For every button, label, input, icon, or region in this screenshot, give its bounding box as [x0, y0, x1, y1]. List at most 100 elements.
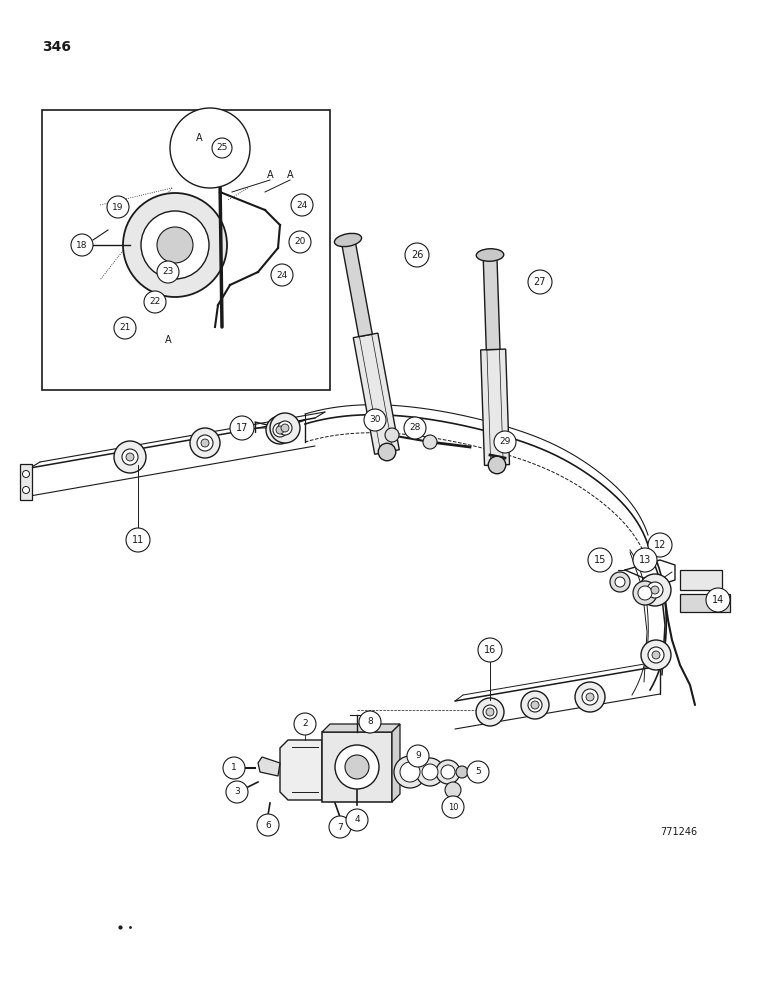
Text: 25: 25: [216, 143, 228, 152]
Polygon shape: [280, 740, 322, 800]
Ellipse shape: [334, 233, 361, 247]
Circle shape: [289, 231, 311, 253]
Text: 26: 26: [411, 250, 423, 260]
Circle shape: [486, 708, 494, 716]
Text: 8: 8: [367, 718, 373, 726]
Text: 17: 17: [235, 423, 248, 433]
Circle shape: [114, 441, 146, 473]
Circle shape: [291, 194, 313, 216]
Circle shape: [385, 428, 399, 442]
Text: 20: 20: [294, 237, 306, 246]
Circle shape: [436, 760, 460, 784]
Text: 23: 23: [162, 267, 174, 276]
Circle shape: [257, 814, 279, 836]
Circle shape: [364, 409, 386, 431]
Circle shape: [638, 586, 652, 600]
Text: A: A: [266, 170, 273, 180]
Text: 19: 19: [112, 202, 124, 212]
Circle shape: [190, 428, 220, 458]
Circle shape: [651, 586, 659, 594]
Circle shape: [270, 413, 300, 443]
Polygon shape: [341, 239, 372, 337]
Circle shape: [633, 581, 657, 605]
Text: 771246: 771246: [660, 827, 697, 837]
Text: 11: 11: [132, 535, 144, 545]
Polygon shape: [392, 724, 400, 802]
Circle shape: [223, 757, 245, 779]
Bar: [680, 570, 722, 590]
Text: 28: 28: [409, 424, 421, 432]
Text: 4: 4: [354, 816, 360, 824]
Circle shape: [528, 270, 552, 294]
Circle shape: [144, 291, 166, 313]
Bar: [42, 110, 330, 390]
Text: 24: 24: [276, 270, 288, 279]
Circle shape: [521, 691, 549, 719]
Circle shape: [706, 588, 730, 612]
Circle shape: [107, 196, 129, 218]
Circle shape: [345, 755, 369, 779]
Circle shape: [405, 243, 429, 267]
Circle shape: [641, 640, 671, 670]
Text: 2: 2: [302, 720, 308, 728]
Circle shape: [170, 108, 250, 188]
Circle shape: [423, 435, 437, 449]
Circle shape: [467, 761, 489, 783]
Text: 5: 5: [475, 768, 481, 776]
Bar: [680, 594, 730, 612]
Circle shape: [610, 572, 630, 592]
Circle shape: [615, 577, 625, 587]
Circle shape: [271, 264, 293, 286]
Circle shape: [582, 689, 598, 705]
Text: A: A: [286, 170, 293, 180]
Circle shape: [528, 698, 542, 712]
Circle shape: [281, 424, 289, 432]
Text: 3: 3: [234, 788, 240, 796]
Circle shape: [588, 548, 612, 572]
Circle shape: [639, 574, 671, 606]
Circle shape: [126, 528, 150, 552]
Polygon shape: [322, 724, 400, 732]
Circle shape: [442, 796, 464, 818]
Text: 1: 1: [231, 764, 237, 772]
Circle shape: [329, 816, 351, 838]
Circle shape: [378, 443, 396, 461]
Circle shape: [359, 711, 381, 733]
Circle shape: [633, 548, 657, 572]
Text: 346: 346: [42, 40, 71, 54]
Circle shape: [212, 138, 232, 158]
Bar: [322, 732, 392, 802]
Circle shape: [230, 416, 254, 440]
Circle shape: [488, 456, 506, 474]
Circle shape: [652, 651, 660, 659]
Circle shape: [197, 435, 213, 451]
Circle shape: [335, 745, 379, 789]
Text: 10: 10: [448, 802, 459, 812]
Circle shape: [531, 701, 539, 709]
Circle shape: [276, 426, 284, 434]
Polygon shape: [481, 349, 510, 465]
Circle shape: [266, 416, 294, 444]
Circle shape: [586, 693, 594, 701]
Circle shape: [456, 766, 468, 778]
Circle shape: [575, 682, 605, 712]
Text: A: A: [195, 133, 202, 143]
Circle shape: [478, 638, 502, 662]
Circle shape: [122, 449, 138, 465]
Circle shape: [648, 533, 672, 557]
Text: 22: 22: [149, 298, 161, 306]
Circle shape: [226, 781, 248, 803]
Circle shape: [648, 647, 664, 663]
Text: 9: 9: [415, 752, 421, 760]
Circle shape: [114, 317, 136, 339]
Circle shape: [71, 234, 93, 256]
Polygon shape: [354, 333, 399, 454]
Text: 13: 13: [639, 555, 651, 565]
Polygon shape: [258, 757, 280, 776]
Circle shape: [123, 193, 227, 297]
Circle shape: [416, 758, 444, 786]
Text: 6: 6: [265, 820, 271, 830]
Circle shape: [441, 765, 455, 779]
Circle shape: [294, 713, 316, 735]
Circle shape: [157, 227, 193, 263]
